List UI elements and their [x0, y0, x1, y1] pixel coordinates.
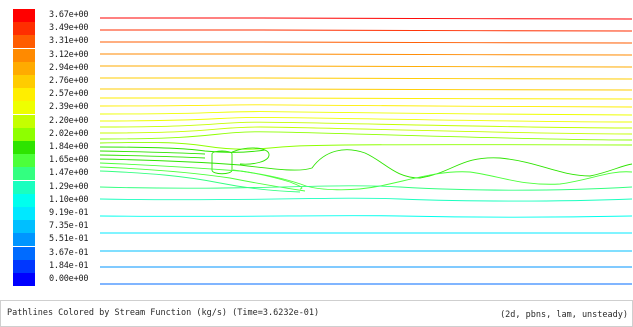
legend-swatch [13, 75, 35, 88]
recirculation-line [232, 169, 303, 190]
pathline [99, 197, 633, 202]
legend-label: 7.35e-01 [49, 221, 89, 232]
legend-label: 3.67e-01 [49, 247, 89, 258]
legend-label: 2.20e+00 [49, 115, 89, 126]
legend-label: 1.29e+00 [49, 181, 89, 192]
legend-label: 1.47e+00 [49, 168, 89, 179]
legend-swatch [13, 141, 35, 154]
legend-swatch [13, 207, 35, 220]
pathline-plot [99, 17, 633, 285]
pathline [99, 116, 633, 123]
legend-swatch [13, 233, 35, 247]
legend-swatch [13, 114, 35, 128]
caption-bar: Pathlines Colored by Stream Function (kg… [0, 300, 633, 327]
graphics-viewport[interactable]: 3.67e+00 3.49e+00 3.31e+00 3.12e+00 2.94e+00… [0, 0, 633, 300]
legend-swatch [13, 22, 35, 36]
legend-label: 2.94e+00 [49, 62, 89, 73]
legend-swatch [13, 220, 35, 234]
legend-swatch [13, 193, 35, 207]
legend-swatch [13, 127, 35, 141]
legend-label: 9.19e-01 [49, 208, 89, 218]
pathline [100, 88, 633, 91]
pathline [100, 65, 633, 68]
legend-label: 3.49e+00 [49, 23, 89, 34]
legend-swatch [13, 35, 35, 49]
pathline [99, 111, 633, 116]
pathline [99, 166, 306, 192]
legend-swatch [13, 9, 35, 22]
legend-label: 1.84e+00 [49, 142, 89, 152]
legend-label: 2.76e+00 [49, 76, 89, 86]
legend-swatch [13, 154, 35, 168]
pathline [99, 185, 633, 191]
pathline [100, 29, 633, 32]
legend-label: 2.39e+00 [49, 102, 89, 113]
legend-swatch [13, 48, 35, 62]
legend-label: 2.57e+00 [49, 89, 89, 100]
legend-label: 1.65e+00 [49, 155, 89, 166]
legend-swatch [13, 246, 35, 260]
pathline [99, 215, 633, 218]
pathline [99, 77, 633, 80]
color-legend: 3.67e+00 3.49e+00 3.31e+00 3.12e+00 2.94e+00… [0, 0, 100, 290]
pathline [99, 146, 266, 153]
pathline [99, 53, 633, 56]
pathline [99, 142, 633, 150]
legend-label: 2.02e+00 [49, 128, 89, 139]
pathline [100, 41, 633, 44]
solver-info: (2d, pbns, lam, unsteady) [500, 310, 628, 320]
legend-label: 0.00e+00 [49, 274, 89, 284]
legend-swatch [13, 167, 35, 181]
legend-label: 3.31e+00 [49, 36, 89, 47]
pathline [99, 131, 633, 141]
recirculation-line [231, 147, 270, 165]
legend-swatch [13, 101, 35, 115]
pathline [99, 121, 633, 129]
plot-caption: Pathlines Colored by Stream Function (kg… [7, 308, 320, 318]
pathline [99, 104, 633, 108]
pathline [100, 97, 633, 100]
pathline [99, 154, 206, 159]
legend-label: 1.84e-01 [49, 260, 89, 271]
legend-swatch [13, 180, 35, 194]
pathline [99, 170, 301, 193]
legend-label: 3.67e+00 [49, 10, 89, 20]
wake-line [99, 149, 633, 179]
legend-swatch [13, 259, 35, 273]
pathline [99, 126, 633, 135]
legend-label: 1.10e+00 [49, 194, 89, 205]
legend-label: 3.12e+00 [49, 49, 89, 60]
pathline [99, 150, 206, 155]
legend-swatch [13, 273, 35, 286]
legend-swatch [13, 88, 35, 102]
legend-swatch [13, 61, 35, 75]
pathline [100, 17, 633, 20]
legend-label: 5.51e-01 [49, 234, 89, 245]
